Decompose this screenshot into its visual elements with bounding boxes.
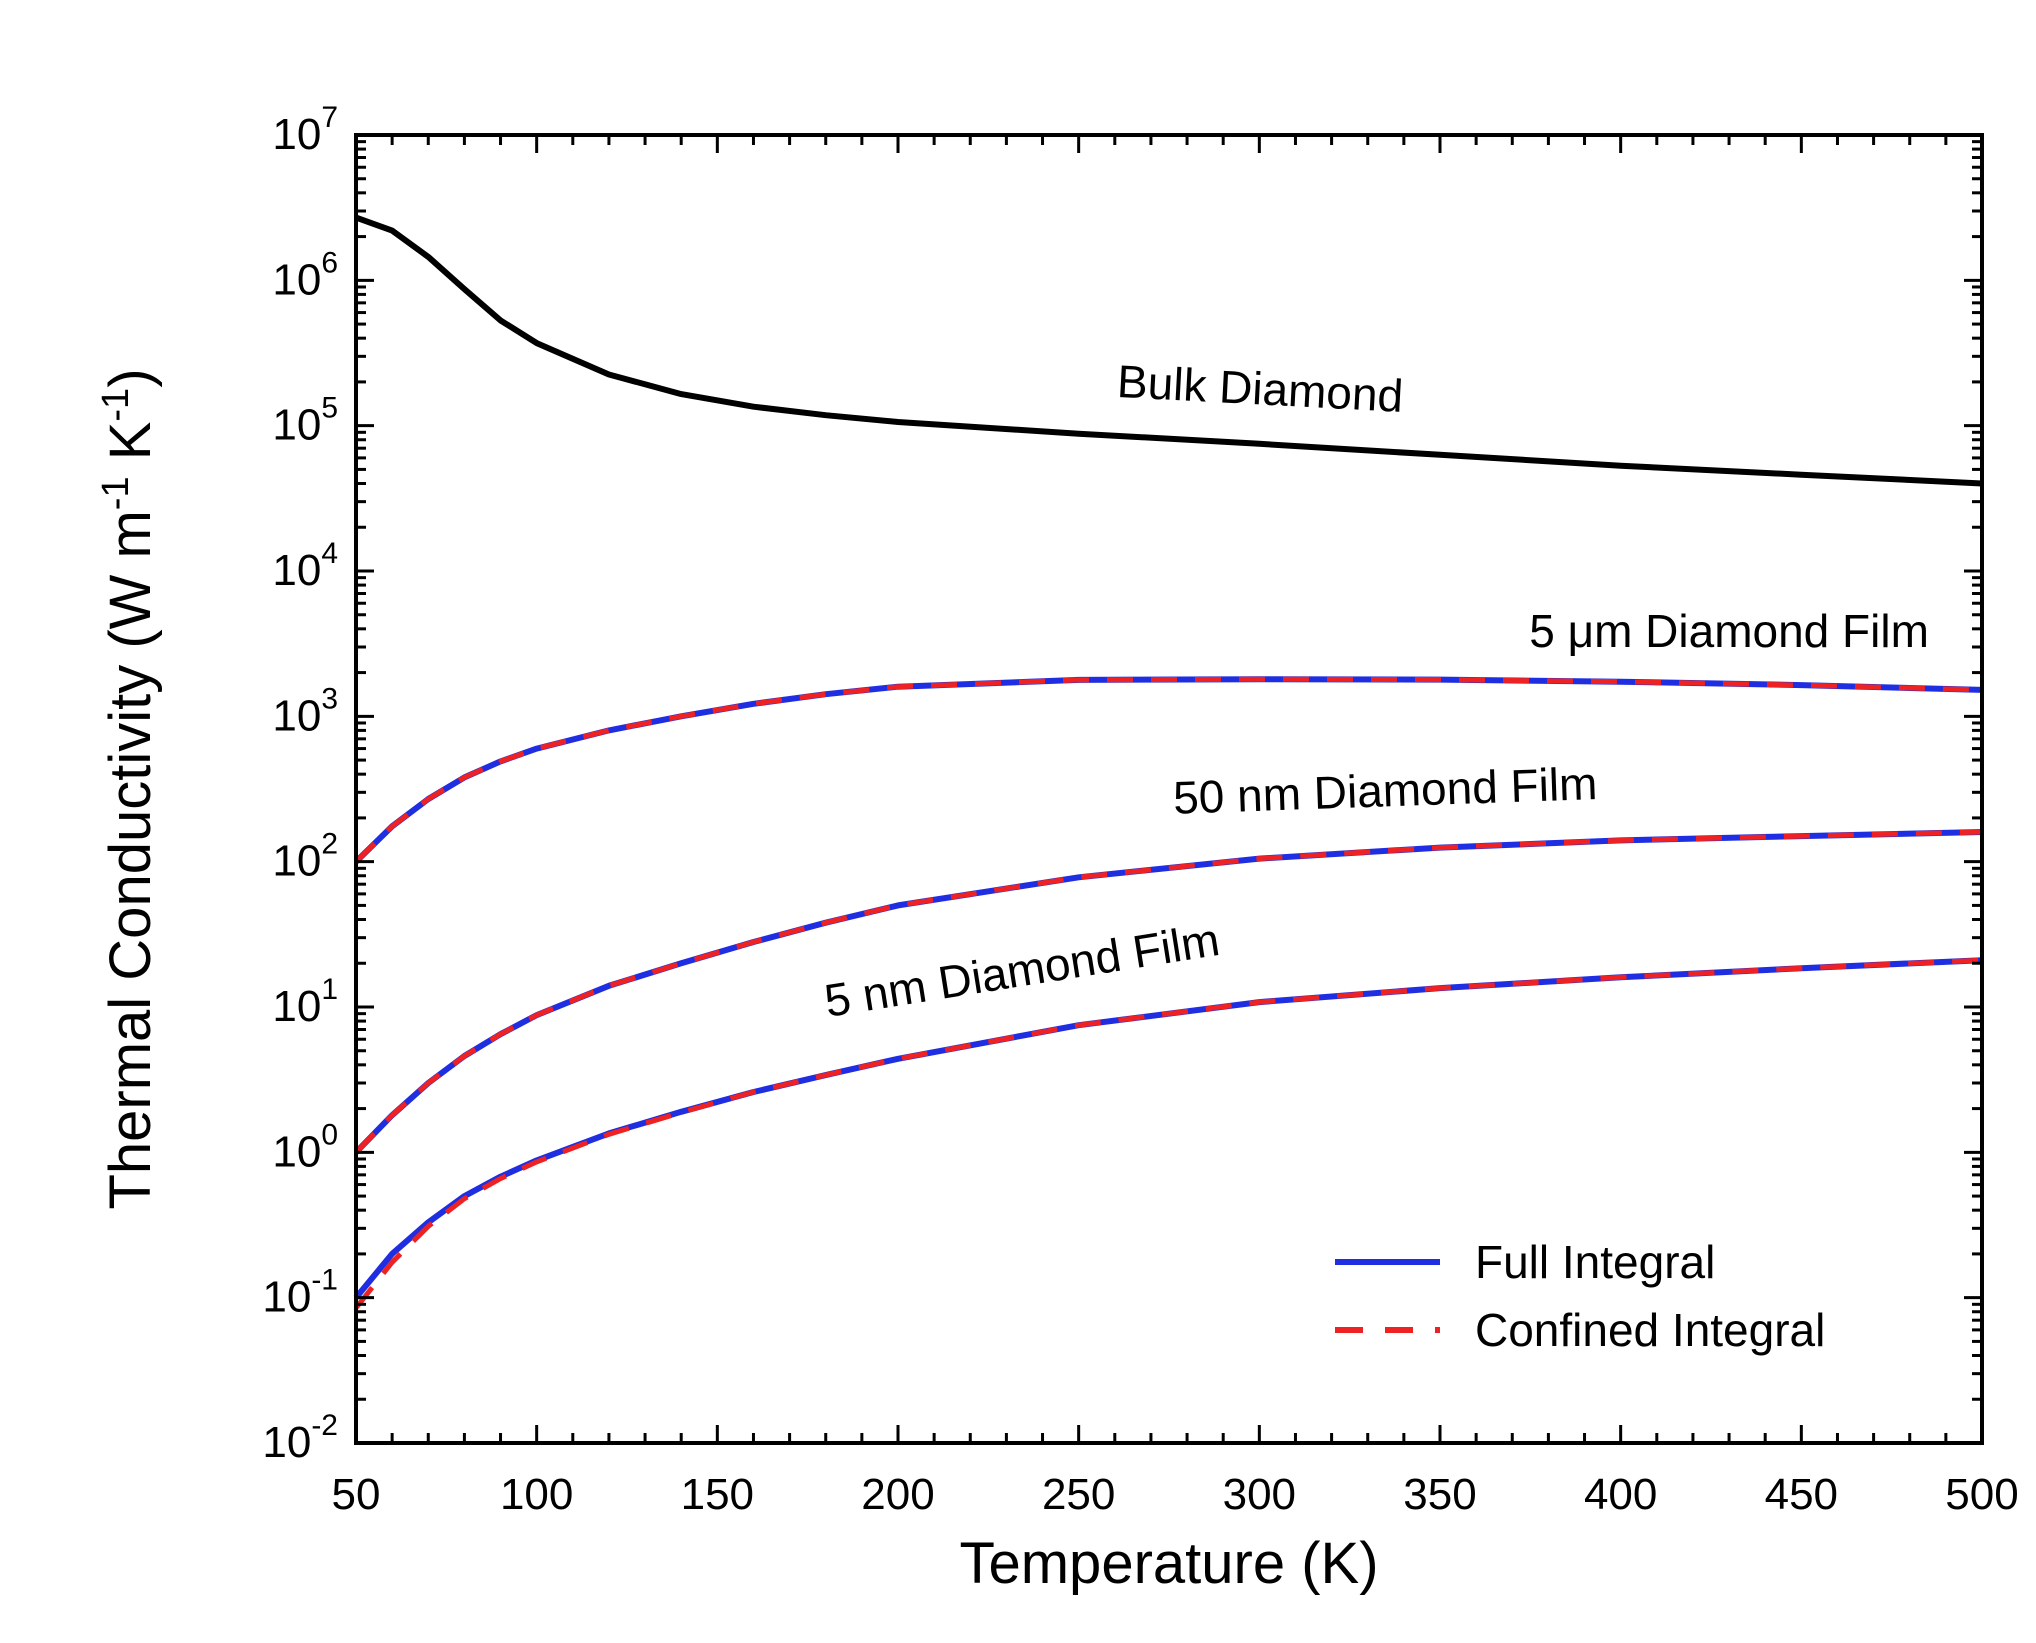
- curve-label-5-m-diamond-film: 5 μm Diamond Film: [1529, 605, 1929, 657]
- x-tick-label: 500: [1945, 1470, 2018, 1519]
- x-tick-label: 100: [500, 1470, 573, 1519]
- y-tick-label: 107: [272, 101, 338, 159]
- curve-label-50-nm-diamond-film: 50 nm Diamond Film: [1172, 757, 1598, 824]
- series-line-5-m-diamond-film-confined-integral: [354, 676, 1983, 864]
- x-tick-label: 150: [681, 1470, 754, 1519]
- y-axis-title-sup2: -1: [95, 388, 137, 422]
- legend: Full Integral Confined Integral: [1335, 1236, 1825, 1356]
- tick-layer: [354, 133, 1984, 1445]
- x-tick-label: 450: [1765, 1470, 1838, 1519]
- y-axis-title-base: Thermal Conductivity (W m: [98, 510, 163, 1209]
- y-axis-title-mid: K: [98, 421, 163, 476]
- legend-label-confined-integral: Confined Integral: [1475, 1304, 1825, 1356]
- y-tick-label: 10-1: [262, 1264, 338, 1322]
- x-tick-label: 250: [1042, 1470, 1115, 1519]
- x-tick-label: 300: [1223, 1470, 1296, 1519]
- y-tick-label: 102: [272, 828, 338, 886]
- legend-label-full-integral: Full Integral: [1475, 1236, 1715, 1288]
- x-tick-label: 400: [1584, 1470, 1657, 1519]
- series-layer: [353, 214, 1983, 1310]
- x-tick-label: 350: [1403, 1470, 1476, 1519]
- y-tick-label: 104: [272, 537, 338, 595]
- y-axis-title-sup1: -1: [95, 476, 137, 510]
- tick-label-layer: 50 100 150 200 250 300 350 400 450 500 10-2 10-1 100…: [262, 101, 2018, 1519]
- series-line-5-m-diamond-film-full-integral: [353, 676, 1983, 864]
- x-tick-label: 50: [332, 1470, 381, 1519]
- x-tick-label: 200: [861, 1470, 934, 1519]
- plot-frame: [354, 133, 1984, 1445]
- series-line-50-nm-diamond-film-confined-integral: [354, 829, 1983, 1155]
- series-line-5-nm-diamond-film-full-integral: [353, 957, 1983, 1300]
- curve-label-bulk-diamond: Bulk Diamond: [1116, 355, 1405, 422]
- annotation-layer: Bulk Diamond 5 μm Diamond Film 50 nm Diamo…: [821, 355, 1929, 1027]
- y-tick-label: 100: [272, 1118, 338, 1176]
- y-tick-label: 106: [272, 246, 338, 304]
- y-tick-label: 105: [272, 392, 338, 450]
- y-tick-label: 10-2: [262, 1409, 338, 1467]
- x-axis-title: Temperature (K): [959, 1531, 1378, 1596]
- curve-label-5-nm-diamond-film: 5 nm Diamond Film: [821, 913, 1223, 1027]
- y-axis-title-end: ): [98, 368, 163, 387]
- series-line-5-nm-diamond-film-confined-integral: [354, 957, 1983, 1310]
- y-tick-label: 101: [272, 973, 338, 1031]
- series-line-50-nm-diamond-film-full-integral: [353, 829, 1983, 1155]
- y-axis-title: Thermal Conductivity (W m-1 K-1): [95, 368, 163, 1209]
- series-line-bulk-diamond: [354, 214, 1983, 487]
- y-tick-label: 103: [272, 682, 338, 740]
